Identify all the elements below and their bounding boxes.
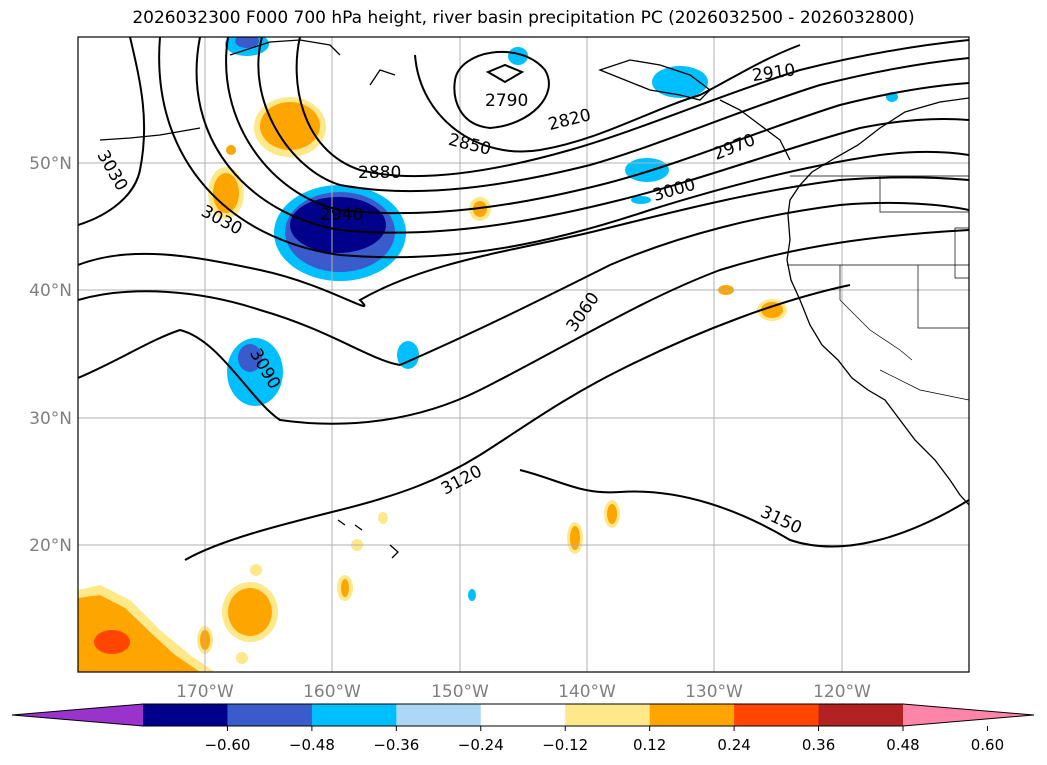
contour-label-2850: 2850 (446, 130, 493, 160)
contour-label-2970: 2970 (711, 130, 759, 165)
lon-label-130w: 130°W (685, 682, 743, 702)
latitude-labels: 50°N 40°N 30°N 20°N (29, 154, 72, 556)
colorbar-extend-low (12, 704, 143, 726)
positive-anomaly-shading (236, 652, 248, 664)
contour-2790 (485, 63, 525, 84)
colorbar-tick-label: 0.48 (886, 736, 919, 754)
contour-label-3120: 3120 (438, 461, 486, 499)
colorbar-tick-label: 0.36 (802, 736, 835, 754)
contour-label-2940: 2940 (320, 205, 363, 225)
precipitation-shading (78, 37, 898, 672)
colorbar: −0.60 −0.48 −0.36 −0.24 −0.12 0.12 0.24 0.36 0.4… (11, 703, 1035, 754)
colorbar-extend-high (903, 704, 1034, 726)
contour-3000 (158, 37, 969, 259)
positive-anomaly-shading (761, 302, 783, 318)
contour-2820 (453, 50, 550, 130)
lon-label-140w: 140°W (558, 682, 616, 702)
contour-3150 (519, 469, 969, 548)
colorbar-segment (396, 704, 482, 726)
positive-anomaly-shading (228, 588, 272, 636)
colorbar-segment (311, 704, 397, 726)
lon-label-160w: 160°W (303, 682, 361, 702)
colorbar-segment (227, 704, 313, 726)
positive-anomaly-shading (213, 173, 239, 213)
positive-anomaly-shading (378, 512, 388, 524)
negative-anomaly-shading (625, 158, 669, 182)
contour-3030 (78, 37, 969, 307)
contour-label-3030: 3030 (93, 147, 132, 194)
colorbar-tick-label: −0.24 (458, 736, 504, 754)
map-content: 2790 2820 2850 2880 2910 2940 2970 3000 … (78, 37, 969, 672)
colorbar-segment (734, 704, 820, 726)
positive-anomaly-shading (250, 564, 262, 576)
negative-anomaly-shading (235, 37, 259, 48)
colorbar-tick-label: 0.24 (717, 736, 750, 754)
negative-anomaly-shading (508, 47, 528, 65)
positive-anomaly-shading (78, 595, 200, 672)
negative-anomaly-shading (397, 341, 419, 369)
positive-anomaly-shading (341, 579, 349, 597)
lat-label-50n: 50°N (29, 154, 72, 174)
map-frame (77, 36, 970, 673)
negative-anomaly-shading (468, 589, 476, 601)
colorbar-tick-label: −0.12 (542, 736, 588, 754)
contour-3090 (78, 229, 969, 425)
contour-label-2790: 2790 (485, 91, 528, 111)
chart-title: 2026032300 F000 700 hPa height, river ba… (132, 8, 915, 28)
contour-3120 (184, 284, 851, 561)
colorbar-tick-label: −0.48 (289, 736, 335, 754)
colorbar-tick-label: −0.36 (373, 736, 419, 754)
contour-label-3150: 3150 (757, 502, 805, 538)
lon-label-150w: 150°W (431, 682, 489, 702)
gridlines (78, 37, 969, 672)
contour-2970 (195, 37, 969, 234)
positive-anomaly-shading (260, 102, 320, 150)
colorbar-segment (143, 704, 228, 726)
contour-label-2820: 2820 (546, 105, 593, 135)
lat-label-40n: 40°N (29, 281, 72, 301)
contour-2910 (257, 37, 969, 193)
height-contours (78, 37, 969, 561)
longitude-labels: 170°W 160°W 150°W 140°W 130°W 120°W (176, 682, 871, 702)
colorbar-outline (11, 703, 1035, 727)
positive-anomaly-shading (94, 630, 130, 654)
contour-label-2880: 2880 (358, 163, 401, 183)
negative-anomaly-shading (652, 66, 708, 98)
contour-2940 (225, 37, 969, 215)
colorbar-tick-label: −0.60 (204, 736, 250, 754)
contour-3060 (78, 201, 969, 367)
contour-label-group: 2790 2820 2850 2880 2910 2940 2970 3000 … (93, 60, 805, 538)
state-borders (787, 175, 969, 401)
colorbar-segment (649, 704, 735, 726)
positive-anomaly-shading (607, 504, 617, 524)
negative-anomaly-shading (238, 344, 262, 372)
lon-label-170w: 170°W (176, 682, 234, 702)
colorbar-tick-label: 0.60 (971, 736, 1004, 754)
coastlines (99, 39, 969, 559)
positive-anomaly-shading (570, 526, 580, 550)
colorbar-segment (480, 704, 566, 726)
colorbar-segment (818, 704, 904, 726)
negative-anomaly-shading (631, 196, 651, 204)
contour-2850 (414, 44, 801, 153)
positive-anomaly-shading (226, 145, 236, 155)
lat-label-20n: 20°N (29, 536, 72, 556)
colorbar-tick-label: 0.12 (633, 736, 666, 754)
lon-label-120w: 120°W (813, 682, 871, 702)
contour-2880 (295, 37, 969, 178)
colorbar-segment (565, 704, 651, 726)
lat-label-30n: 30°N (29, 409, 72, 429)
